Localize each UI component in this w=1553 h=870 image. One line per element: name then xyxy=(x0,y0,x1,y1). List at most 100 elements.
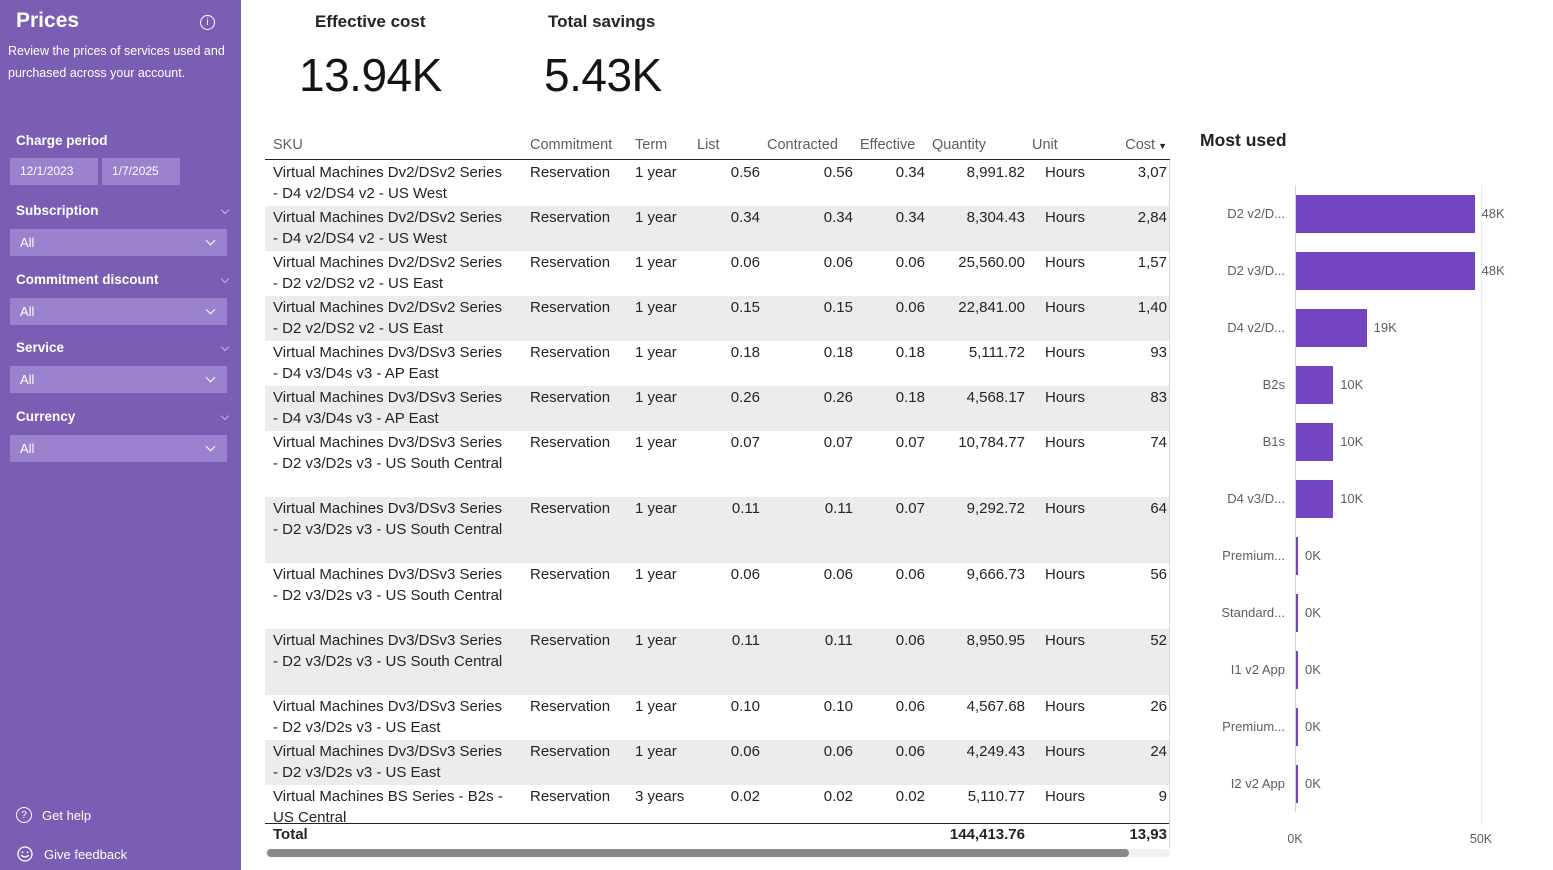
cell-commitment: Reservation xyxy=(530,632,611,649)
bar[interactable] xyxy=(1296,764,1298,803)
cell-cost: 2,84 xyxy=(1137,209,1167,226)
cell-effective: 0.34 xyxy=(895,209,925,226)
bar[interactable] xyxy=(1296,479,1334,518)
table-row[interactable]: Virtual Machines BS Series - B2s - US Ce… xyxy=(265,785,1170,823)
charge-period-end-input[interactable]: 1/7/2025 xyxy=(102,158,180,185)
cell-quantity: 9,292.72 xyxy=(966,500,1025,517)
chart-row: B1s 10K xyxy=(1180,413,1553,470)
bar-value-label: 10K xyxy=(1340,491,1364,506)
cell-unit: Hours xyxy=(1045,389,1086,406)
chart-row: D2 v3/D... 48K xyxy=(1180,242,1553,299)
cell-sku: Virtual Machines Dv2/DSv2 Series - D4 v2… xyxy=(273,164,502,202)
column-header-unit[interactable]: Unit xyxy=(1032,136,1058,153)
chart-row: D4 v3/D... 10K xyxy=(1180,470,1553,527)
cell-term: 3 years xyxy=(635,788,685,805)
cell-contracted: 0.18 xyxy=(823,344,853,361)
table-row[interactable]: Virtual Machines Dv2/DSv2 Series - D2 v2… xyxy=(265,296,1170,341)
column-header-contracted[interactable]: Contracted xyxy=(767,136,838,153)
page-description: Review the prices of services used and p… xyxy=(8,44,225,80)
column-header-quantity[interactable]: Quantity xyxy=(932,136,986,153)
bar-zone: 19K xyxy=(1295,299,1553,356)
table-row[interactable]: Virtual Machines Dv3/DSv3 Series - D2 v3… xyxy=(265,431,1170,497)
cell-sku: Virtual Machines Dv3/DSv3 Series - D2 v3… xyxy=(273,743,502,781)
bar-zone: 48K xyxy=(1295,185,1553,242)
cell-quantity: 8,950.95 xyxy=(966,632,1025,649)
table-row[interactable]: Virtual Machines Dv3/DSv3 Series - D2 v3… xyxy=(265,629,1170,695)
cell-list: 0.06 xyxy=(730,743,760,760)
cell-quantity: 4,568.17 xyxy=(966,389,1025,406)
cell-effective: 0.18 xyxy=(895,344,925,361)
total-savings-label: Total savings xyxy=(548,12,656,31)
table-row[interactable]: Virtual Machines Dv3/DSv3 Series - D4 v3… xyxy=(265,386,1170,431)
cell-effective: 0.06 xyxy=(895,566,925,583)
bar[interactable] xyxy=(1296,365,1334,404)
bar[interactable] xyxy=(1296,251,1475,290)
cell-effective: 0.06 xyxy=(895,632,925,649)
cell-cost: 52 xyxy=(1150,632,1167,649)
commitment-discount-dropdown[interactable]: All xyxy=(10,298,227,325)
scrollbar-thumb[interactable] xyxy=(267,849,1129,857)
chart-row: I2 v2 App 0K xyxy=(1180,755,1553,812)
bar[interactable] xyxy=(1296,593,1298,632)
bar[interactable] xyxy=(1296,308,1367,347)
bar-value-label: 48K xyxy=(1481,263,1505,278)
subscription-dropdown[interactable]: All xyxy=(10,229,227,256)
chevron-down-icon xyxy=(205,372,216,383)
column-header-cost[interactable]: Cost ▼ xyxy=(1125,136,1167,153)
bar[interactable] xyxy=(1296,707,1298,746)
most-used-chart: Most used D2 v2/D... 48K D2 v3/D... 48K D4 v… xyxy=(1180,118,1553,863)
cell-contracted: 0.06 xyxy=(823,743,853,760)
cell-commitment: Reservation xyxy=(530,743,611,760)
cell-commitment: Reservation xyxy=(530,566,611,583)
table-row[interactable]: Virtual Machines Dv3/DSv3 Series - D2 v3… xyxy=(265,497,1170,563)
table-row[interactable]: Virtual Machines Dv3/DSv3 Series - D2 v3… xyxy=(265,695,1170,740)
charge-period-label: Charge period xyxy=(16,133,108,148)
cell-sku: Virtual Machines Dv2/DSv2 Series - D4 v2… xyxy=(273,209,502,247)
bar[interactable] xyxy=(1296,422,1334,461)
cell-cost: 74 xyxy=(1150,434,1167,451)
charge-period-start-input[interactable]: 12/1/2023 xyxy=(10,158,98,185)
cell-effective: 0.18 xyxy=(895,389,925,406)
chart-row: D4 v2/D... 19K xyxy=(1180,299,1553,356)
table-header-row: SKU Commitment Term List Contracted Effe… xyxy=(265,130,1170,160)
bar[interactable] xyxy=(1296,194,1475,233)
currency-dropdown[interactable]: All xyxy=(10,435,227,462)
chart-row: B2s 10K xyxy=(1180,356,1553,413)
cell-commitment: Reservation xyxy=(530,434,611,451)
commitment-discount-label: Commitment discount xyxy=(16,272,230,287)
get-help-link[interactable]: Get help xyxy=(16,807,91,823)
info-icon[interactable] xyxy=(200,15,215,30)
total-quantity: 144,413.76 xyxy=(949,826,1025,843)
cell-effective: 0.06 xyxy=(895,299,925,316)
column-header-effective[interactable]: Effective xyxy=(860,136,916,153)
column-header-list[interactable]: List xyxy=(697,136,720,153)
bar-value-label: 0K xyxy=(1305,776,1321,791)
cell-term: 1 year xyxy=(635,566,677,583)
x-axis-tick-50: 50K xyxy=(1469,832,1493,846)
chevron-down-icon xyxy=(220,205,230,215)
chevron-down-icon xyxy=(205,441,216,452)
bar-value-label: 0K xyxy=(1305,719,1321,734)
effective-cost-value[interactable]: 13.94K xyxy=(299,49,442,101)
column-header-commitment[interactable]: Commitment xyxy=(530,136,613,153)
column-header-term[interactable]: Term xyxy=(635,136,668,153)
table-row[interactable]: Virtual Machines Dv3/DSv3 Series - D2 v3… xyxy=(265,740,1170,785)
table-row[interactable]: Virtual Machines Dv3/DSv3 Series - D2 v3… xyxy=(265,563,1170,629)
total-savings-value[interactable]: 5.43K xyxy=(544,49,662,101)
table-row[interactable]: Virtual Machines Dv2/DSv2 Series - D4 v2… xyxy=(265,161,1170,206)
sort-desc-icon: ▼ xyxy=(1158,140,1167,151)
column-header-sku[interactable]: SKU xyxy=(273,136,303,153)
chart-row: D2 v2/D... 48K xyxy=(1180,185,1553,242)
bar-zone: 0K xyxy=(1295,584,1553,641)
bar[interactable] xyxy=(1296,650,1298,689)
chevron-down-icon xyxy=(220,342,230,352)
bar[interactable] xyxy=(1296,536,1298,575)
table-row[interactable]: Virtual Machines Dv2/DSv2 Series - D2 v2… xyxy=(265,251,1170,296)
table-row[interactable]: Virtual Machines Dv3/DSv3 Series - D4 v3… xyxy=(265,341,1170,386)
cell-unit: Hours xyxy=(1045,566,1086,583)
give-feedback-link[interactable]: Give feedback xyxy=(16,845,127,863)
bar-category-label: D4 v2/D... xyxy=(1227,320,1285,335)
service-dropdown[interactable]: All xyxy=(10,366,227,393)
table-row[interactable]: Virtual Machines Dv2/DSv2 Series - D4 v2… xyxy=(265,206,1170,251)
cell-commitment: Reservation xyxy=(530,500,611,517)
